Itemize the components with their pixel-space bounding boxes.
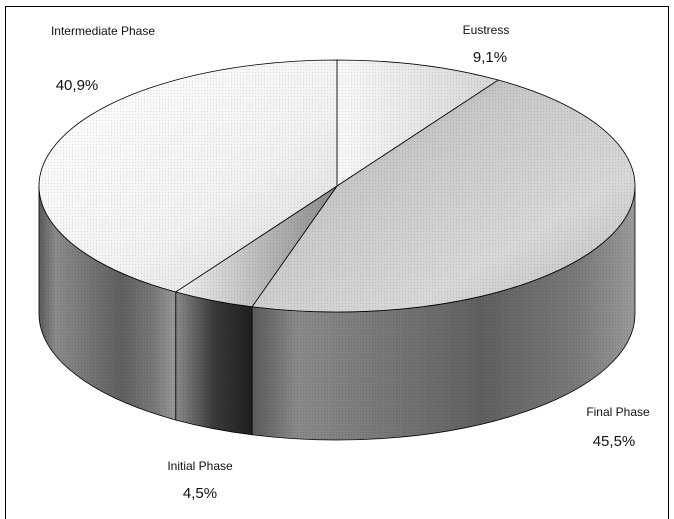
intermediate-phase-side-texture — [39, 186, 176, 420]
initial-phase-value-label: 4,5% — [183, 485, 217, 502]
initial-phase-label: Initial Phase — [167, 459, 233, 473]
final-phase-slice-texture — [252, 80, 636, 313]
initial-phase-slice-texture — [175, 186, 337, 307]
final-phase-value-label: 45,5% — [593, 433, 636, 450]
intermediate-phase-slice-texture — [39, 60, 337, 292]
final-phase-label: Final Phase — [586, 405, 650, 419]
intermediate-phase-label: Intermediate Phase — [51, 24, 155, 38]
initial-phase-side-texture — [175, 291, 253, 435]
eustress-label: Eustress — [463, 23, 510, 37]
eustress-value-label: 9,1% — [473, 49, 507, 66]
intermediate-phase-value-label: 40,9% — [56, 77, 99, 94]
eustress-slice-texture — [337, 60, 499, 186]
final-phase-side-texture — [252, 186, 635, 440]
